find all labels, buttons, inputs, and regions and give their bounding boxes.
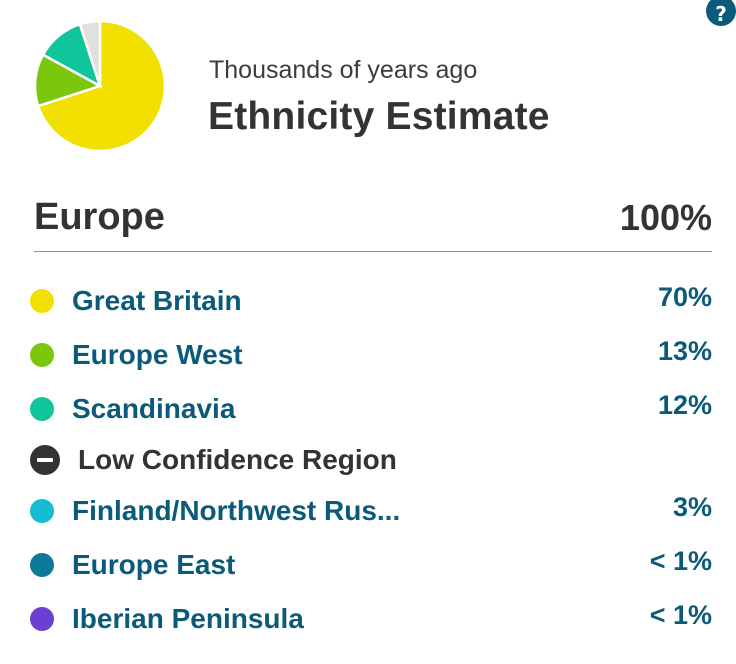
list-item-percent: 70%: [657, 282, 712, 312]
collapse-minus-icon[interactable]: [30, 445, 60, 475]
list-item-percent: < 1%: [649, 546, 712, 576]
pie-slice-other: [78, 20, 102, 87]
great-britain-color-dot: [30, 289, 54, 313]
list-item-label: Finland/Northwest Rus...: [72, 495, 401, 526]
list-item-iberian-peninsula[interactable]: Iberian Peninsula < 1%: [30, 592, 712, 646]
list-item-percent: 3%: [672, 492, 712, 522]
list-item-label: Europe West: [72, 339, 243, 370]
finland-color-dot: [30, 499, 54, 523]
page-subtitle: Thousands of years ago: [209, 56, 478, 84]
list-item-percent: 12%: [657, 390, 712, 420]
region-header[interactable]: Europe 100%: [34, 196, 712, 252]
list-item-label: Great Britain: [72, 285, 242, 316]
europe-west-color-dot: [30, 343, 54, 367]
list-item-finland-northwest-russia[interactable]: Finland/Northwest Rus... 3%: [30, 484, 712, 538]
list-item-percent: 13%: [657, 336, 712, 366]
help-icon[interactable]: ?: [706, 0, 736, 26]
page-title: Ethnicity Estimate: [208, 95, 550, 138]
list-item-europe-east[interactable]: Europe East < 1%: [30, 538, 712, 592]
low-confidence-toggle[interactable]: Low Confidence Region: [30, 436, 712, 484]
list-item-scandinavia[interactable]: Scandinavia 12%: [30, 382, 712, 436]
europe-east-color-dot: [30, 553, 54, 577]
list-item-great-britain[interactable]: Great Britain 70%: [30, 274, 712, 328]
low-confidence-label: Low Confidence Region: [78, 444, 397, 475]
iberian-peninsula-color-dot: [30, 607, 54, 631]
scandinavia-color-dot: [30, 397, 54, 421]
list-item-percent: < 1%: [649, 600, 712, 630]
ethnicity-list: Great Britain 70% Europe West 13% Scandi…: [30, 274, 712, 646]
ethnicity-pie-chart: [34, 20, 166, 152]
list-item-label: Scandinavia: [72, 393, 236, 424]
list-item-europe-west[interactable]: Europe West 13%: [30, 328, 712, 382]
list-item-label: Europe East: [72, 549, 236, 580]
region-name: Europe: [34, 196, 165, 238]
list-item-label: Iberian Peninsula: [72, 603, 304, 634]
region-total: 100%: [619, 197, 712, 238]
